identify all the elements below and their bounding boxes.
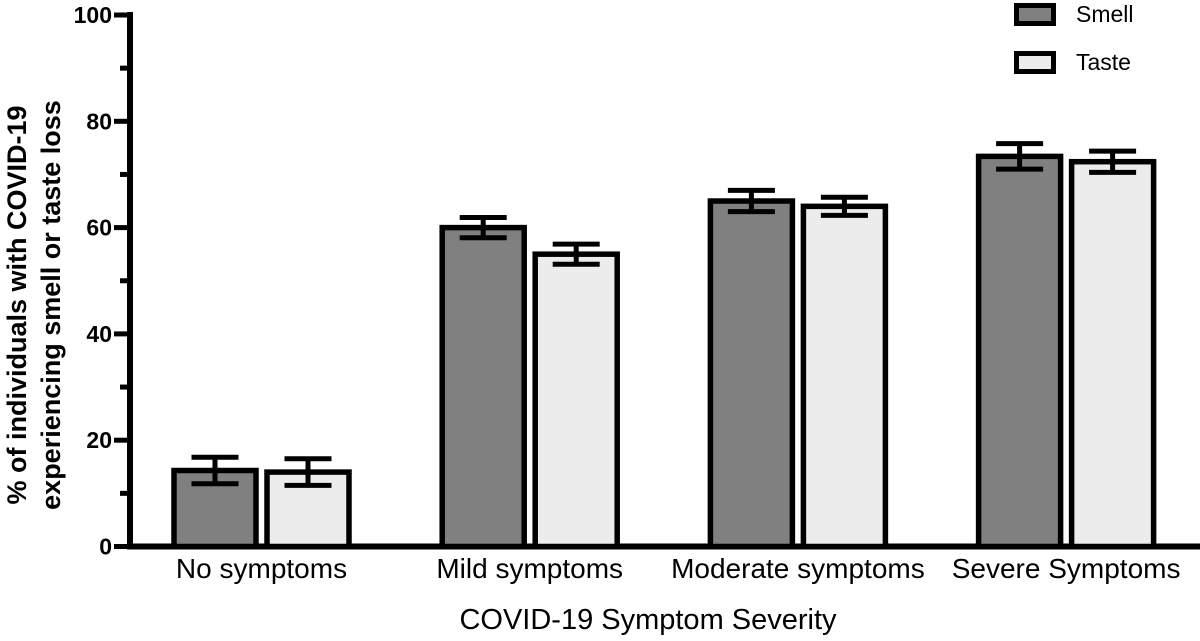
- bar-smell-moderate-symptoms: [707, 198, 796, 550]
- y-axis-label-line1: % of individuals with COVID-19: [2, 105, 32, 505]
- bar-taste-mild-symptoms: [532, 251, 620, 550]
- category-label-severe-symptoms: Severe Symptoms: [952, 553, 1181, 584]
- category-label-no-symptoms: No symptoms: [176, 553, 347, 584]
- legend-item-smell: Smell: [1014, 2, 1134, 26]
- bar-smell-severe-symptoms: [975, 153, 1064, 550]
- bar-taste-severe-symptoms: [1068, 158, 1157, 550]
- legend-label-taste: Taste: [1076, 49, 1131, 75]
- y-tick-label-0: 0: [99, 534, 112, 560]
- y-axis-label-line2: experiencing smell or taste loss: [36, 100, 66, 510]
- y-axis-label: % of individuals with COVID-19 experienc…: [0, 45, 70, 565]
- bar-taste-moderate-symptoms: [800, 203, 889, 550]
- legend-item-taste: Taste: [1014, 50, 1134, 74]
- y-tick-label-60: 60: [86, 215, 112, 241]
- legend: Smell Taste: [1014, 2, 1134, 98]
- category-label-moderate-symptoms: Moderate symptoms: [671, 553, 925, 584]
- bar-smell-mild-symptoms: [439, 224, 527, 550]
- y-tick-label-80: 80: [86, 108, 112, 134]
- legend-swatch-taste: [1014, 50, 1056, 74]
- legend-label-smell: Smell: [1076, 1, 1134, 27]
- y-tick-label-20: 20: [86, 427, 112, 453]
- x-axis-title: COVID-19 Symptom Severity: [459, 604, 837, 636]
- y-tick-label-100: 100: [74, 2, 112, 28]
- legend-swatch-smell: [1014, 2, 1056, 26]
- category-label-mild-symptoms: Mild symptoms: [436, 553, 623, 584]
- y-tick-label-40: 40: [86, 321, 112, 347]
